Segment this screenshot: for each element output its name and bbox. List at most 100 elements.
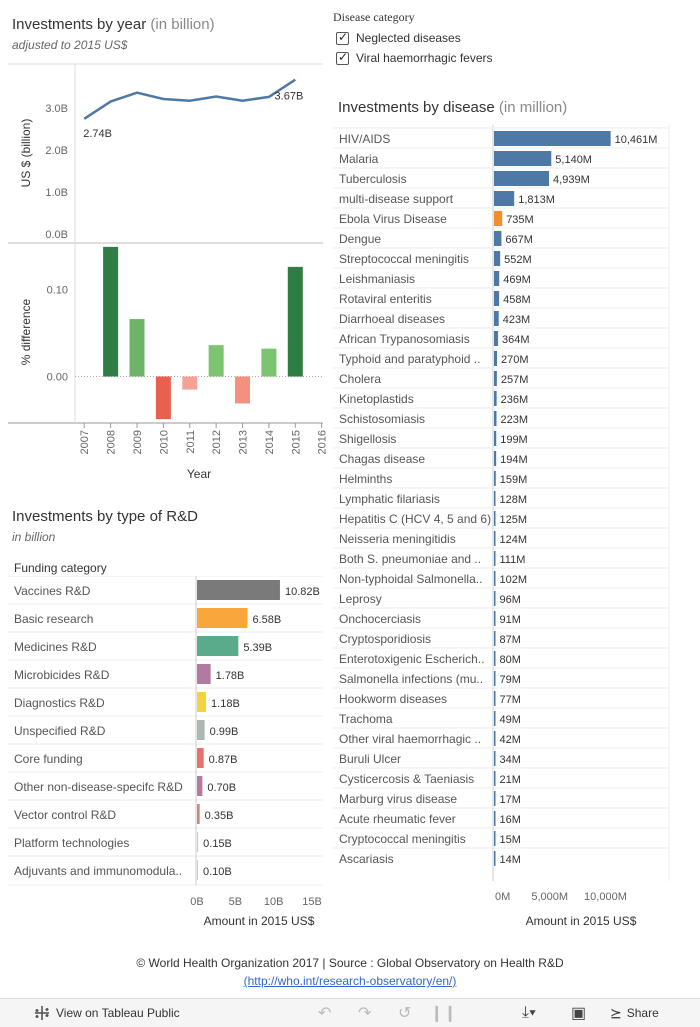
disease-bar: [494, 131, 611, 146]
credit-line: © World Health Organization 2017 | Sourc…: [136, 956, 564, 970]
disease-bar: [494, 211, 503, 226]
disease-category-label: Cholera: [339, 372, 381, 386]
disease-value-label: 80M: [500, 654, 521, 666]
disease-category-label: Other viral haemorrhagic ..: [339, 732, 481, 746]
rd-value-label: 0.10B: [203, 866, 232, 878]
disease-category-label: Both S. pneumoniae and ..: [339, 552, 481, 566]
share-icon: ⪰: [610, 1004, 622, 1021]
disease-value-label: 49M: [500, 714, 521, 726]
disease-category-label: Marburg virus disease: [339, 792, 457, 806]
disease-bar: [494, 831, 496, 846]
year-y-tick-label: 2.0B: [45, 145, 68, 157]
year-y-tick-label: 0.0B: [45, 229, 68, 241]
disease-value-label: 128M: [500, 494, 528, 506]
undo-icon[interactable]: ↶: [318, 1005, 332, 1022]
share-button[interactable]: ⪰ Share: [610, 1005, 659, 1022]
year-x-tick-label: 2009: [132, 430, 144, 454]
disease-bar: [494, 351, 498, 366]
rd-category-label: Vaccines R&D: [14, 584, 91, 598]
rd-category-label: Basic research: [14, 612, 93, 626]
rd-value-label: 6.58B: [252, 614, 281, 626]
disease-value-label: 124M: [500, 534, 528, 546]
year-y-tick-label: 1.0B: [45, 187, 68, 199]
disease-bar: [494, 731, 496, 746]
disease-bar: [494, 231, 502, 246]
share-label: Share: [626, 1006, 659, 1020]
year-diff-bar: [103, 246, 119, 377]
disease-bar: [494, 511, 496, 526]
year-x-tick-label: 2008: [106, 430, 118, 454]
disease-bar: [494, 711, 496, 726]
disease-category-label: Dengue: [339, 232, 381, 246]
disease-value-label: 236M: [501, 394, 529, 406]
disease-value-label: 111M: [500, 554, 526, 566]
disease-value-label: 125M: [500, 514, 528, 526]
disease-bar: [494, 631, 496, 646]
year-x-tick-label: 2013: [238, 430, 250, 454]
rd-category-label: Diagnostics R&D: [14, 696, 105, 710]
disease-value-label: 1,813M: [518, 194, 555, 206]
disease-category-label: Cryptosporidiosis: [339, 632, 431, 646]
disease-bar: [494, 851, 496, 866]
disease-value-label: 77M: [500, 694, 521, 706]
disease-category-label: Cryptococcal meningitis: [339, 832, 466, 846]
disease-value-label: 91M: [500, 614, 521, 626]
rd-x-tick-label: 15B: [302, 896, 322, 908]
disease-category-label: Salmonella infections (mu..: [339, 672, 483, 686]
disease-chart-title-text: Investments by disease: [338, 99, 495, 116]
disease-bar: [494, 591, 496, 606]
pause-icon[interactable]: ❙❙: [430, 1005, 457, 1022]
last-value-label: 3.67B: [275, 91, 304, 103]
view-on-tableau-button[interactable]: View on Tableau Public: [0, 1005, 180, 1021]
filter-option-viral[interactable]: Viral haemorrhagic fevers: [336, 48, 493, 68]
disease-bar: [494, 651, 496, 666]
view-on-tableau-label: View on Tableau Public: [56, 1006, 180, 1020]
revert-icon[interactable]: ↺: [398, 1005, 412, 1022]
year-chart-title-text: Investments by year: [12, 16, 147, 33]
disease-category-label: Cysticercosis & Taeniasis: [339, 772, 474, 786]
disease-category-label: Ebola Virus Disease: [339, 212, 447, 226]
disease-bar: [494, 251, 501, 266]
checkbox-checked-icon[interactable]: [336, 50, 349, 65]
filter-options: Neglected diseases Viral haemorrhagic fe…: [336, 28, 493, 68]
disease-category-label: Buruli Ulcer: [339, 752, 401, 766]
filter-heading: Disease category: [333, 10, 415, 24]
disease-bar: [494, 411, 497, 426]
disease-bar: [494, 791, 496, 806]
disease-category-label: Non-typhoidal Salmonella..: [339, 572, 482, 586]
rd-bar: [197, 748, 204, 768]
disease-bar: [494, 371, 497, 386]
disease-bar: [494, 571, 496, 586]
year-y-tick-label: 3.0B: [45, 103, 68, 115]
disease-bar: [494, 451, 497, 466]
rd-bar: [197, 636, 239, 656]
disease-value-label: 5,140M: [555, 154, 592, 166]
year-chart-title-suffix: (in billion): [150, 16, 215, 33]
rd-bar: [197, 692, 207, 712]
disease-bar: [494, 691, 496, 706]
filter-option-neglected[interactable]: Neglected diseases: [336, 28, 493, 48]
year-chart-title: Investments by year (in billion): [12, 16, 215, 33]
disease-category-label: Trachoma: [339, 712, 393, 726]
redo-icon[interactable]: ↷: [358, 1005, 372, 1022]
rd-value-label: 0.15B: [203, 838, 232, 850]
disease-bar: [494, 151, 552, 166]
disease-value-label: 21M: [500, 774, 521, 786]
checkbox-checked-icon[interactable]: [336, 30, 349, 45]
disease-category-label: Enterotoxigenic Escherich..: [339, 652, 484, 666]
year-x-tick-label: 2015: [290, 430, 302, 454]
rd-category-label: Other non-disease-specifc R&D: [14, 780, 183, 794]
disease-value-label: 16M: [500, 814, 521, 826]
disease-bar: [494, 531, 496, 546]
download-icon[interactable]: ⤓▾: [522, 1004, 536, 1021]
fullscreen-icon[interactable]: ▣: [571, 1005, 587, 1022]
disease-x-tick-label: 10,000M: [584, 891, 627, 903]
disease-value-label: 458M: [503, 294, 531, 306]
rd-category-label: Adjuvants and immunomodula..: [14, 864, 182, 878]
rd-category-label: Vector control R&D: [14, 808, 116, 822]
disease-category-label: HIV/AIDS: [339, 132, 390, 146]
year-diff-bar: [155, 376, 171, 420]
year-diff-bar: [287, 266, 303, 377]
disease-value-label: 423M: [503, 314, 531, 326]
source-link[interactable]: (http://who.int/research-observatory/en/…: [243, 974, 457, 988]
